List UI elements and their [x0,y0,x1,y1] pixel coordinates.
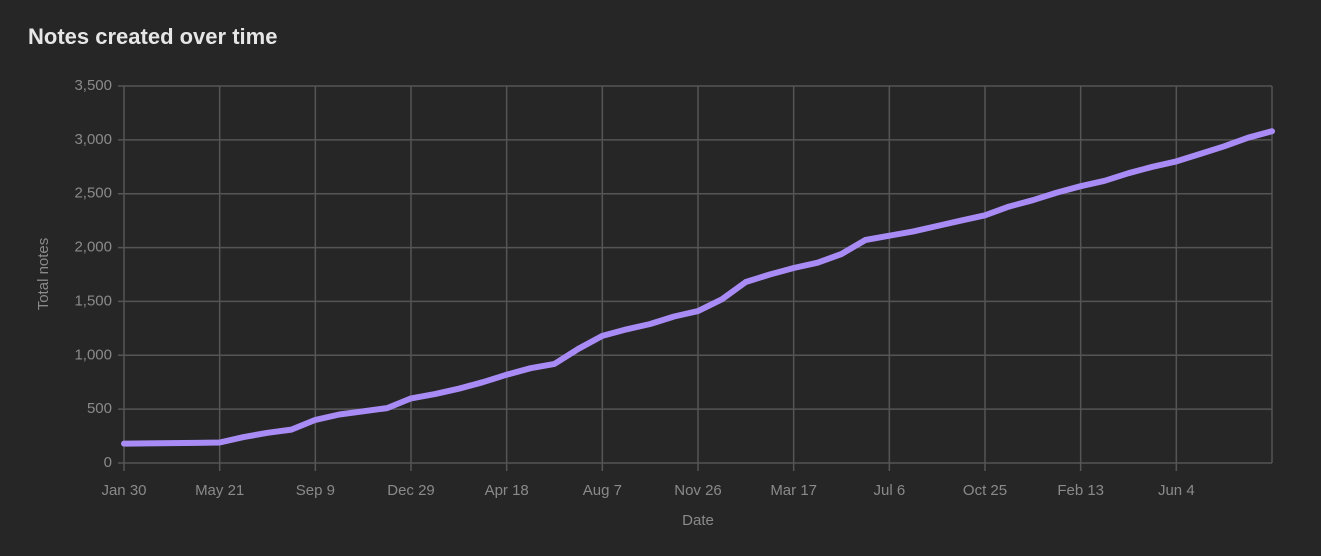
x-tick-label: May 21 [195,482,244,499]
x-tick-label: Aug 7 [583,482,622,499]
x-tick-label: Feb 13 [1057,482,1104,499]
y-tick-label: 1,000 [74,346,112,363]
x-tick-label: Nov 26 [674,482,722,499]
y-tick-label: 3,000 [74,131,112,148]
y-tick-label: 2,000 [74,239,112,256]
data-line [121,128,1275,447]
x-tick-label: Sep 9 [296,482,335,499]
x-tick-label: Dec 29 [387,482,435,499]
x-tick-label: Jan 30 [101,482,146,499]
y-tick-label: 2,500 [74,185,112,202]
y-tick-label: 3,500 [74,77,112,94]
y-tick-label: 500 [87,400,112,417]
y-tick-label: 0 [104,454,112,471]
x-axis-label: Date [682,512,714,529]
x-tick-label: Jul 6 [873,482,905,499]
x-tick-label: Apr 18 [485,482,529,499]
chart-title: Notes created over time [28,24,277,49]
y-axis-label: Total notes [35,238,52,311]
x-tick-label: Jun 4 [1158,482,1195,499]
x-tick-label: Oct 25 [963,482,1007,499]
x-tick-label: Mar 17 [770,482,817,499]
y-tick-label: 1,500 [74,292,112,309]
